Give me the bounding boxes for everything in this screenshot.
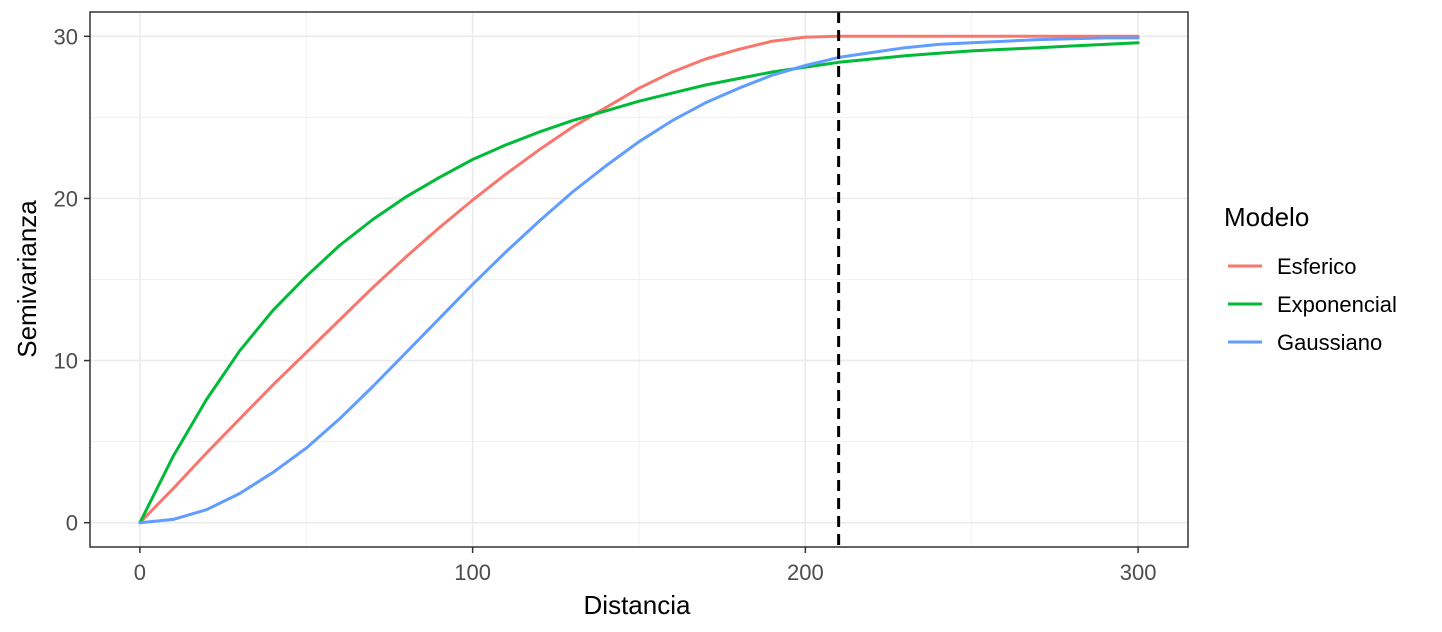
axis-ticks: 0 100 200 300 0 10 20 30 (54, 24, 1157, 585)
legend: Modelo Esferico Exponencial Gaussiano (1224, 202, 1397, 355)
grid-lines (90, 12, 1188, 547)
legend-title: Modelo (1224, 202, 1309, 232)
legend-items: Esferico Exponencial Gaussiano (1228, 254, 1397, 355)
y-tick-label: 0 (66, 511, 78, 536)
y-tick-label: 30 (54, 24, 78, 49)
x-tick-label: 100 (454, 560, 491, 585)
x-tick-label: 200 (787, 560, 824, 585)
y-axis-title: Semivarianza (12, 200, 42, 358)
y-tick-label: 10 (54, 349, 78, 374)
series-lines (138, 34, 1140, 525)
legend-label-exponencial: Exponencial (1277, 292, 1397, 317)
x-axis-title: Distancia (584, 590, 691, 620)
panel-border (89, 11, 1189, 548)
series-line-exponencial (138, 41, 1140, 525)
legend-label-esferico: Esferico (1277, 254, 1356, 279)
series-line-esferico (138, 34, 1140, 525)
y-tick-label: 20 (54, 186, 78, 211)
x-tick-label: 0 (134, 560, 146, 585)
series-line-gaussiano (138, 36, 1140, 525)
legend-label-gaussiano: Gaussiano (1277, 330, 1382, 355)
x-tick-label: 300 (1120, 560, 1157, 585)
